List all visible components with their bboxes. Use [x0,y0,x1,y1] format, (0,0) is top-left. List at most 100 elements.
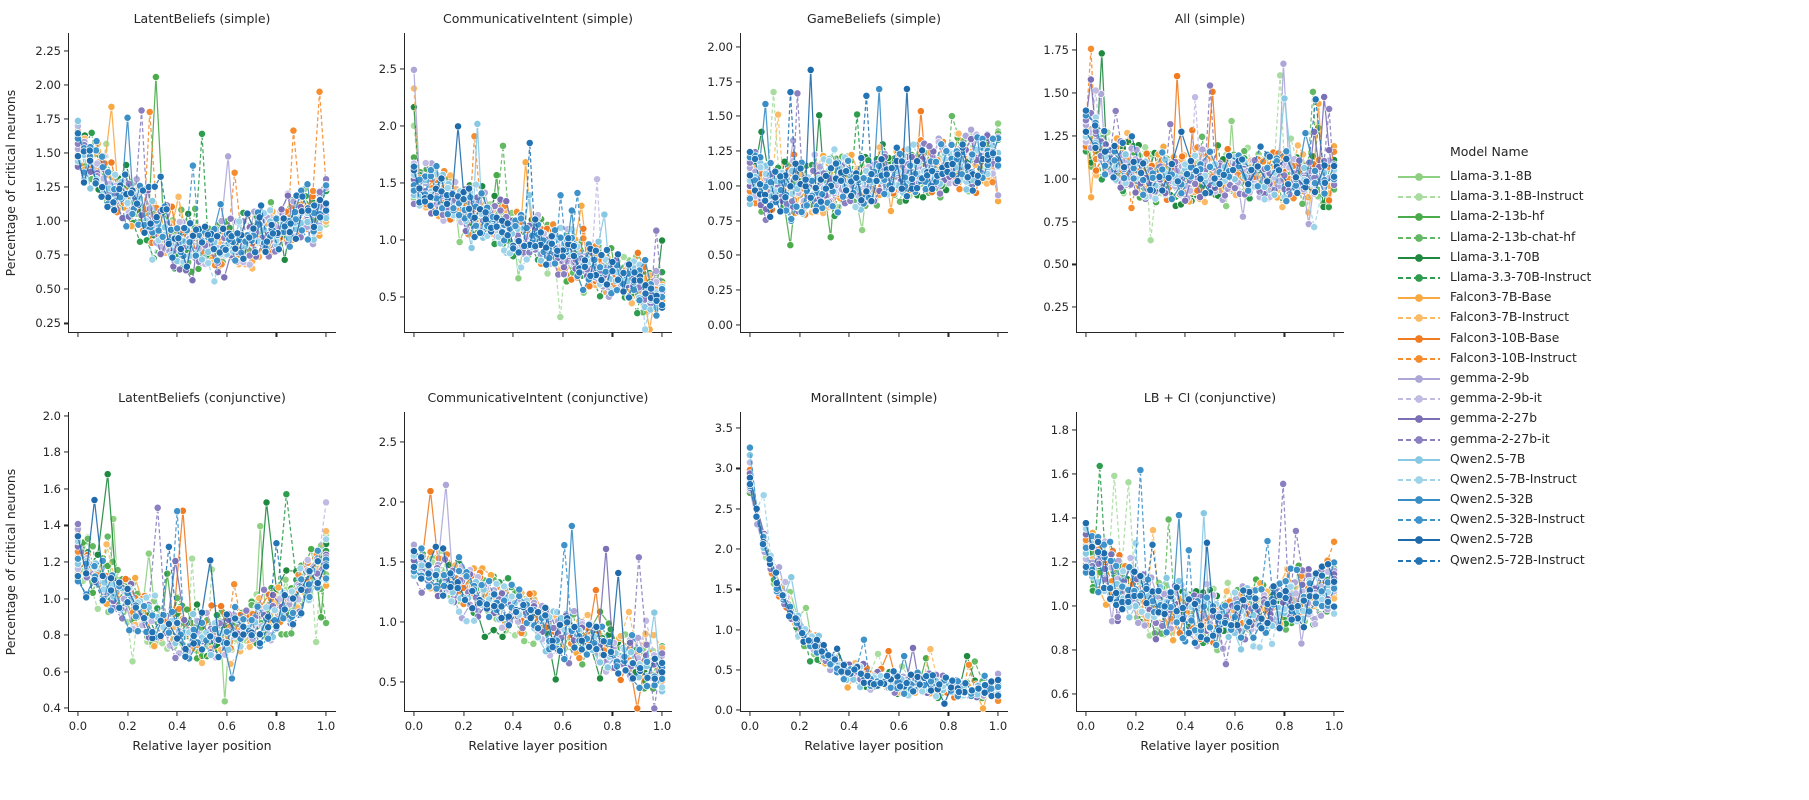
y-tick-mark [400,296,404,298]
y-tick-label: 1.75 [1043,43,1069,58]
y-tick-label: 0.75 [1043,214,1069,229]
legend-marker-icon [1396,250,1442,264]
legend-item[interactable]: gemma-2-9b-it [1396,388,1796,408]
series-layer [1081,462,1339,669]
y-tick-label: 1.50 [1043,86,1069,100]
subplot-title: LatentBeliefs (conjunctive) [118,390,286,405]
y-tick-mark [1072,92,1076,94]
legend-item[interactable]: Qwen2.5-72B [1396,529,1796,549]
y-tick-label: 0.5 [714,663,733,678]
legend-item-label: Qwen2.5-72B-Instruct [1450,552,1585,567]
series-layer [73,73,331,286]
x-axis-label: Relative layer position [804,738,944,753]
legend-item-label: Llama-3.1-70B [1450,249,1540,264]
legend-item[interactable]: gemma-2-27b [1396,408,1796,428]
legend-item[interactable]: Falcon3-7B-Base [1396,287,1796,307]
legend-item[interactable]: Qwen2.5-7B-Instruct [1396,469,1796,489]
y-tick-label: 1.50 [707,109,733,124]
y-tick-mark [64,634,68,636]
y-tick-label: 1.4 [42,518,61,533]
y-tick-label: 1.0 [42,591,61,606]
series-qwen2-5-72b-instruct [745,480,1003,700]
y-axis-spine [404,412,406,712]
x-tick-mark [611,333,613,337]
legend-item[interactable]: Qwen2.5-32B-Instruct [1396,509,1796,529]
y-tick-mark [64,322,68,324]
x-axis-spine [404,331,672,333]
x-tick-label: 0.8 [603,719,622,733]
x-tick-label: 0.0 [404,719,424,733]
y-tick-mark [1072,649,1076,651]
legend-item[interactable]: Llama-3.1-8B-Instruct [1396,186,1796,206]
y-tick-label: 0.25 [35,316,61,331]
legend-marker-icon [1396,391,1442,405]
legend-item[interactable]: gemma-2-27b-it [1396,428,1796,448]
legend-item[interactable]: Llama-3.3-70B-Instruct [1396,267,1796,287]
y-tick-mark [64,707,68,709]
y-tick-label: 1.0 [1050,599,1069,614]
subplot: GameBeliefs (simple) 0.00 0.25 0.50 0.75 1.00… [707,11,1008,337]
x-tick-mark [413,333,415,337]
x-tick-mark [413,712,415,716]
y-axis-spine [404,33,406,333]
y-tick-mark [400,501,404,503]
y-axis-spine [1076,33,1078,333]
x-tick-mark [1085,712,1087,716]
x-tick-mark [176,712,178,716]
x-axis-spine [404,710,672,712]
y-tick-label: 0.75 [35,248,61,263]
legend-marker-icon [1396,472,1442,486]
legend-title: Model Name [1450,144,1529,159]
y-tick-mark [400,182,404,184]
x-axis-spine [1076,331,1344,333]
y-tick-mark [736,629,740,631]
y-tick-mark [64,254,68,256]
legend-item[interactable]: Falcon3-10B-Instruct [1396,348,1796,368]
x-axis-spine [68,331,336,333]
x-tick-mark [226,333,228,337]
legend-marker-icon [1396,411,1442,425]
x-tick-mark [1184,333,1186,337]
x-tick-mark [325,333,327,337]
y-tick-label: 1.8 [1050,422,1069,437]
y-tick-label: 1.6 [42,481,61,496]
y-tick-mark [736,588,740,590]
legend-marker-icon [1396,351,1442,365]
y-tick-label: 2.0 [378,119,397,134]
x-tick-label: 1.0 [652,719,672,733]
subplot: LatentBeliefs (conjunctive) 0.4 0.6 0.8 1.0 1… [3,390,336,753]
x-tick-mark [463,712,465,716]
legend-item[interactable]: Qwen2.5-72B-Instruct [1396,550,1796,570]
y-tick-label: 1.75 [35,111,61,126]
y-tick-label: 1.0 [378,615,397,629]
x-tick-label: 0.0 [1076,719,1096,733]
legend-item-label: Qwen2.5-7B-Instruct [1450,471,1577,486]
series-qwen2-5-72b-instruct [409,139,667,310]
legend-item[interactable]: Qwen2.5-32B [1396,489,1796,509]
series-qwen2-5-72b-instruct [1081,95,1339,198]
legend-item[interactable]: gemma-2-9b [1396,368,1796,388]
y-tick-mark [1072,605,1076,607]
x-tick-mark [997,333,999,337]
legend: Model Name Llama-3.1-8B Llama-3.1-8B-Inst… [1396,144,1796,570]
y-tick-mark [736,709,740,711]
legend-item[interactable]: Llama-2-13b-chat-hf [1396,227,1796,247]
legend-item[interactable]: Falcon3-10B-Base [1396,328,1796,348]
y-tick-mark [1072,49,1076,51]
y-tick-label: 1.75 [707,74,733,89]
x-axis-label: Relative layer position [468,738,608,753]
legend-item[interactable]: Qwen2.5-7B [1396,449,1796,469]
legend-item[interactable]: Llama-3.1-8B [1396,166,1796,186]
x-tick-mark [512,712,514,716]
legend-item[interactable]: Llama-2-13b-hf [1396,206,1796,226]
legend-marker-icon [1396,432,1442,446]
y-tick-mark [1072,429,1076,431]
legend-item[interactable]: Llama-3.1-70B [1396,247,1796,267]
x-tick-mark [77,333,79,337]
legend-item[interactable]: Falcon3-7B-Instruct [1396,307,1796,327]
y-axis-spine [68,33,70,333]
x-tick-label: 0.4 [168,719,187,733]
series-layer [745,443,1003,713]
x-tick-label: 0.0 [68,719,88,733]
x-tick-mark [1234,712,1236,716]
